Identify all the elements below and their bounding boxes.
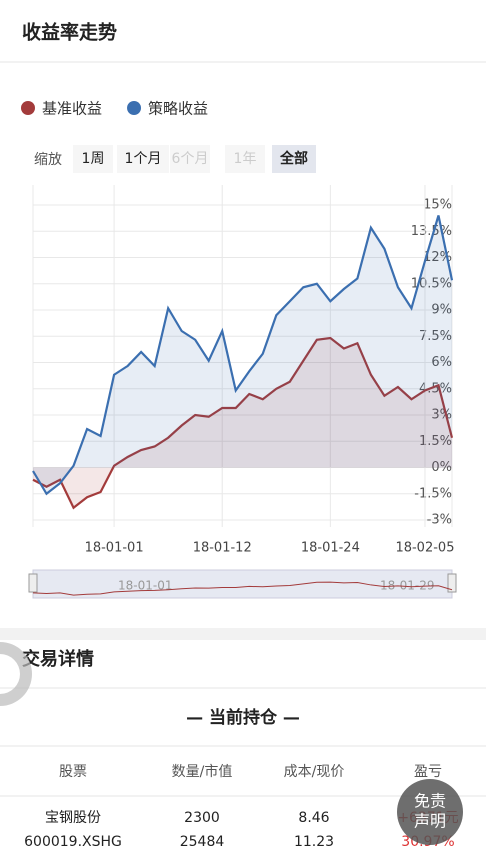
table-header: 数量/市值 xyxy=(172,763,233,780)
y-tick-label: -3% xyxy=(427,513,452,528)
title: 收益率走势 xyxy=(22,21,117,44)
table-header: 股票 xyxy=(59,764,87,780)
nav-handle[interactable] xyxy=(447,573,457,593)
area xyxy=(33,338,452,508)
nav-label: 18-01-01 xyxy=(118,579,172,593)
legend-swatch xyxy=(127,101,142,115)
legend-label: 策略收益 xyxy=(148,100,208,118)
nav-handle[interactable] xyxy=(28,573,38,593)
y-tick-label: 9% xyxy=(431,303,452,318)
zoom-button[interactable] xyxy=(170,145,210,173)
table-cell: 8.46 xyxy=(298,810,329,826)
x-tick-label: 18-01-12 xyxy=(193,541,252,556)
nav-label: 18-01-29 xyxy=(380,579,434,593)
table-header: 盈亏 xyxy=(414,764,442,780)
x-tick-label: 18-01-01 xyxy=(85,541,144,556)
zoom-button[interactable] xyxy=(73,145,113,173)
gap xyxy=(0,628,486,640)
legend-label: 基准收益 xyxy=(42,100,102,118)
y-tick-label: 15% xyxy=(423,198,452,213)
x-tick-label: 18-02-05 xyxy=(395,541,454,556)
float-handle[interactable] xyxy=(0,642,32,706)
table-cell: 600019.XSHG xyxy=(24,834,122,850)
y-tick-label: 10.5% xyxy=(411,276,452,291)
y-tick-label: 4.5% xyxy=(419,381,452,396)
subtitle: — 当前持仓 — xyxy=(186,707,300,728)
table-cell: 宝钢股份 xyxy=(45,810,101,826)
y-tick-label: 0% xyxy=(431,460,452,475)
zoom-button-label: 全部 xyxy=(279,150,308,167)
disclaimer-label: 声明 xyxy=(414,812,446,831)
x-tick-label: 18-01-24 xyxy=(301,541,360,556)
disclaimer-label: 免责 xyxy=(414,792,446,811)
legend-swatch xyxy=(21,101,35,115)
line xyxy=(32,336,454,510)
nav-line xyxy=(32,581,453,596)
zoom-button[interactable] xyxy=(117,145,169,173)
zoom-button-label: 1个月 xyxy=(125,151,162,167)
table-cell: 25484 xyxy=(180,834,225,850)
zoom-label: 缩放 xyxy=(34,152,62,168)
zoom-button-label: 1周 xyxy=(82,151,105,167)
y-tick-label: 6% xyxy=(431,355,452,370)
y-tick-label: -1.5% xyxy=(414,486,452,501)
zoom-button-label: 6个月 xyxy=(172,151,209,167)
y-tick-label: 12% xyxy=(423,250,452,265)
zoom-button[interactable] xyxy=(272,145,316,173)
y-tick-label: 7.5% xyxy=(419,329,452,344)
header-bg xyxy=(0,0,486,62)
disclaimer-button[interactable] xyxy=(397,779,463,845)
section-title: 交易详情 xyxy=(22,648,94,670)
zoom-button[interactable] xyxy=(225,145,265,173)
table-header: 成本/现价 xyxy=(284,764,345,780)
y-tick-label: 1.5% xyxy=(419,434,452,449)
line xyxy=(32,215,454,496)
table-cell: 2300 xyxy=(184,810,220,826)
area xyxy=(33,215,452,494)
zoom-button-label: 1年 xyxy=(234,151,257,167)
table-cell: 11.23 xyxy=(294,834,334,850)
